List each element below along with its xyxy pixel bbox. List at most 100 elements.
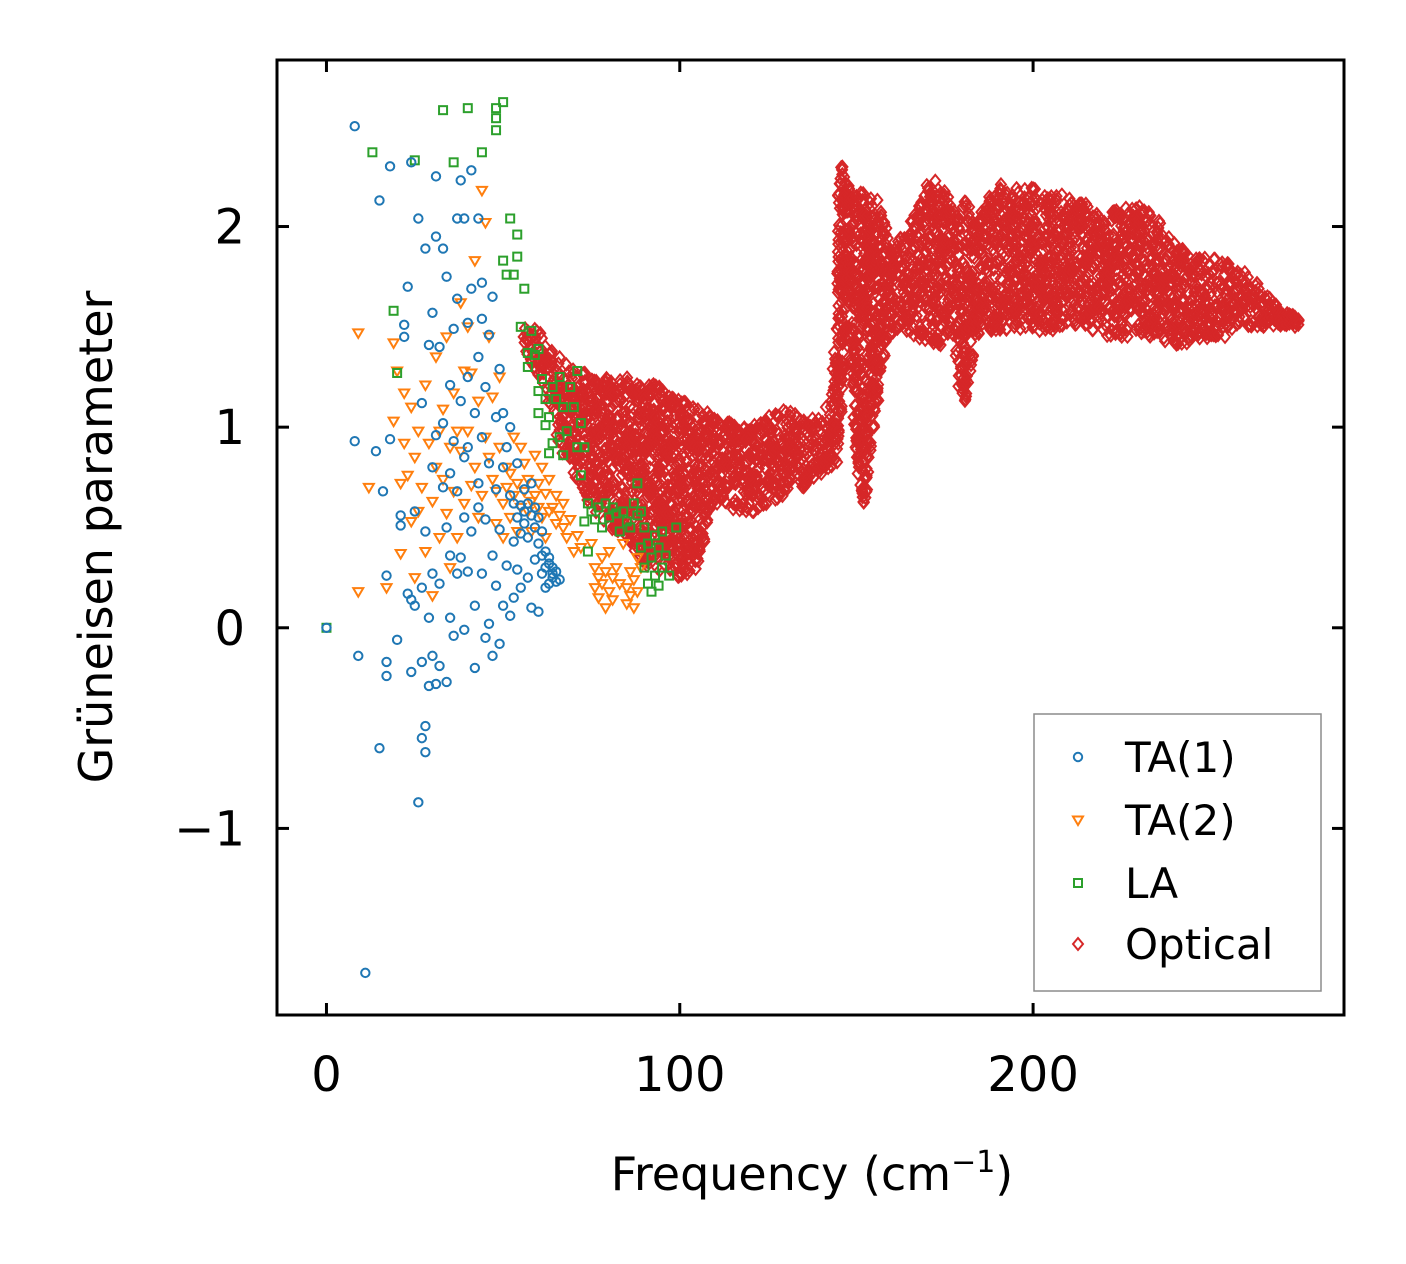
legend-marker (1071, 815, 1085, 827)
data-point (510, 526, 525, 539)
data-point (636, 418, 649, 434)
data-point (430, 171, 442, 182)
data-point (614, 526, 625, 537)
data-point (860, 416, 874, 432)
data-point (480, 381, 491, 393)
data-point (874, 360, 887, 376)
data-point (871, 192, 884, 208)
data-point (953, 222, 966, 238)
data-point (688, 401, 701, 417)
data-point (466, 165, 477, 176)
data-point (600, 424, 614, 440)
legend-marker (1072, 751, 1084, 763)
data-point (756, 496, 770, 512)
data-point (1121, 329, 1134, 345)
data-point (602, 466, 616, 482)
data-point (722, 478, 736, 494)
data-point (519, 518, 530, 529)
data-point (524, 496, 539, 509)
data-point (418, 547, 433, 559)
data-point (695, 464, 709, 481)
data-point (370, 446, 382, 457)
data-point (485, 474, 500, 487)
data-point (835, 302, 849, 318)
data-point (763, 466, 776, 482)
data-point (552, 510, 567, 523)
data-point (989, 322, 1003, 338)
data-point (602, 547, 616, 559)
data-point (480, 632, 491, 644)
data-point (646, 552, 657, 563)
data-point (461, 426, 475, 439)
data-point (1021, 259, 1035, 275)
x-tick-label: 100 (634, 1047, 726, 1103)
data-point (510, 478, 525, 491)
data-point (584, 539, 599, 551)
data-point (559, 533, 574, 545)
data-point (427, 462, 438, 473)
data-point (391, 634, 403, 646)
data-point (1064, 244, 1078, 260)
data-point (512, 229, 523, 240)
data-point (575, 418, 586, 429)
data-point (1030, 201, 1043, 217)
data-point (567, 547, 581, 559)
series-la (321, 97, 682, 633)
data-point (491, 103, 502, 114)
data-point (547, 438, 558, 449)
data-point (887, 256, 901, 273)
data-point (451, 568, 463, 579)
data-point (398, 319, 410, 331)
data-point (854, 226, 867, 242)
data-point (1092, 209, 1105, 225)
data-point (571, 470, 585, 486)
data-point (928, 291, 941, 307)
legend-item-la: LA (1073, 859, 1178, 908)
data-point (860, 482, 874, 498)
data-point (1176, 303, 1189, 319)
data-point (381, 656, 392, 668)
legend-label: Optical (1125, 920, 1273, 969)
data-point (409, 600, 420, 611)
data-point (473, 213, 484, 224)
x-tick-label: 200 (987, 1047, 1079, 1103)
data-point (535, 462, 549, 475)
data-point (591, 593, 606, 605)
data-point (597, 522, 608, 533)
data-point (503, 468, 517, 481)
data-point (393, 549, 408, 561)
data-point (420, 746, 431, 758)
legend-label: TA(1) (1124, 733, 1236, 782)
data-point (434, 660, 445, 672)
data-point (1086, 322, 1100, 338)
data-point (661, 420, 675, 437)
data-point (987, 246, 1001, 262)
data-point (390, 366, 404, 378)
data-point (455, 552, 466, 563)
data-point (589, 514, 600, 525)
data-point (605, 595, 620, 607)
data-point (404, 516, 419, 529)
data-point (506, 432, 521, 445)
data-point (830, 454, 844, 470)
data-point (515, 582, 526, 593)
data-point (466, 526, 477, 537)
data-point (626, 521, 640, 537)
data-point (731, 448, 744, 464)
data-point (832, 422, 845, 438)
data-point (976, 301, 990, 317)
data-point (551, 394, 562, 405)
data-point (529, 502, 541, 513)
data-point (747, 504, 760, 520)
data-point (423, 339, 435, 351)
data-point (831, 436, 845, 452)
data-point (430, 429, 442, 441)
data-point (633, 478, 646, 494)
data-point (425, 496, 440, 509)
data-point (528, 450, 542, 463)
data-point (948, 224, 962, 240)
data-point (422, 438, 436, 451)
data-point (1292, 317, 1305, 333)
data-point (485, 392, 500, 405)
